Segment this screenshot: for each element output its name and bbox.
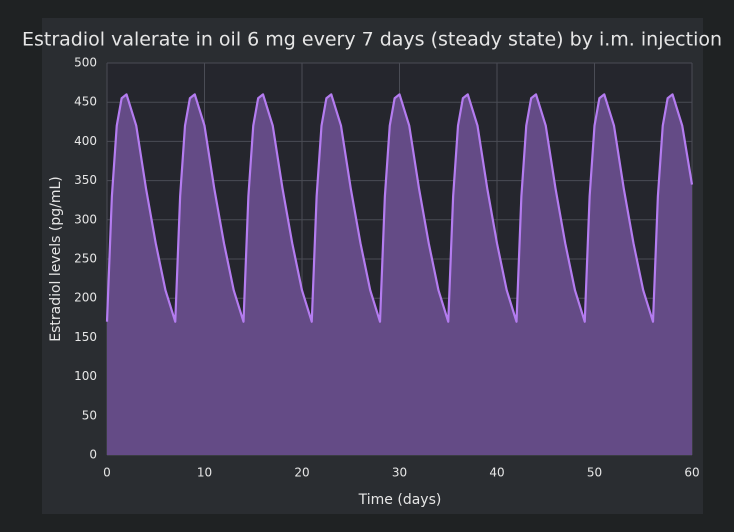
y-tick-label: 50: [82, 408, 97, 422]
line: [105, 93, 694, 323]
y-tick-label: 350: [74, 173, 97, 187]
y-tick-label: 250: [74, 252, 97, 266]
y-tick-label: 200: [74, 291, 97, 305]
y-tick-label: 150: [74, 330, 97, 344]
area: [107, 94, 692, 456]
y-tick-label: 450: [74, 95, 97, 109]
x-axis-label: Time (days): [358, 492, 442, 508]
x-tick-label: 30: [392, 466, 407, 480]
chart-title: Estradiol valerate in oil 6 mg every 7 d…: [22, 29, 722, 51]
y-tick-label: 500: [74, 56, 97, 70]
x-tick-label: 40: [489, 466, 504, 480]
y-axis-label: Estradiol levels (pg/mL): [48, 176, 64, 342]
y-tick-label: 400: [74, 134, 97, 148]
y-tick-label: 100: [74, 369, 97, 383]
x-tick-label: 20: [294, 466, 309, 480]
x-tick-label: 50: [587, 466, 602, 480]
y-tick-label: 300: [74, 212, 97, 226]
y-tick-label: 0: [89, 448, 97, 462]
x-tick-label: 0: [103, 466, 111, 480]
x-tick-label: 10: [197, 466, 212, 480]
x-tick-label: 60: [684, 466, 699, 480]
